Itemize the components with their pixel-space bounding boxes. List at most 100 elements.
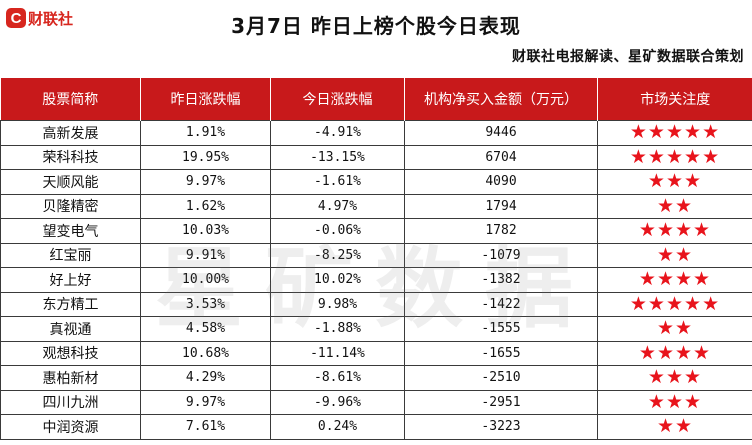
table-row: 高新发展 1.91% -4.91% 9446 ★★★★★ — [0, 120, 752, 146]
prev-change-cell: 4.58% — [140, 316, 271, 342]
table-header-row: 股票简称 昨日涨跌幅 今日涨跌幅 机构净买入金额（万元） 市场关注度 — [0, 78, 752, 121]
table-row: 望变电气 10.03% -0.06% 1782 ★★★★ — [0, 218, 752, 244]
stock-name-cell: 中润资源 — [0, 414, 141, 440]
star-icon: ★ — [665, 170, 685, 193]
star-icon: ★ — [638, 219, 657, 242]
star-icon: ★ — [629, 292, 648, 315]
attention-stars: ★★★ — [597, 169, 752, 195]
stock-name-cell: 东方精工 — [0, 291, 141, 317]
star-icon: ★ — [675, 341, 694, 364]
prev-change-cell: 19.95% — [140, 144, 271, 170]
net-buy-cell: 9446 — [404, 120, 598, 146]
attention-stars: ★★ — [597, 193, 752, 219]
table-row: 好上好 10.00% 10.02% -1382 ★★★★ — [0, 267, 752, 293]
today-change-cell: -8.25% — [270, 242, 405, 268]
page-subtitle: 财联社电报解读、星矿数据联合策划 — [512, 49, 744, 65]
attention-stars: ★★ — [597, 316, 752, 342]
attention-stars: ★★★★ — [597, 340, 752, 366]
logo-c-icon: C — [6, 8, 26, 28]
star-icon: ★ — [656, 415, 675, 438]
stock-name-cell: 观想科技 — [0, 340, 141, 366]
attention-stars: ★★ — [597, 414, 752, 440]
prev-change-cell: 9.91% — [140, 242, 271, 268]
page-title: 3月7日 昨日上榜个股今日表现 — [231, 14, 521, 38]
cls-logo: C 财联社 — [6, 7, 73, 29]
star-icon: ★ — [656, 341, 675, 364]
prev-change-cell: 10.03% — [140, 218, 271, 244]
header-net-buy: 机构净买入金额（万元） — [404, 78, 598, 121]
today-change-cell: -9.96% — [270, 389, 405, 415]
star-icon: ★ — [684, 145, 703, 168]
today-change-cell: -4.91% — [270, 120, 405, 146]
star-icon: ★ — [656, 268, 675, 291]
star-icon: ★ — [684, 366, 703, 389]
prev-change-cell: 1.62% — [140, 193, 271, 219]
net-buy-cell: -2510 — [404, 365, 598, 391]
stock-table: 股票简称 昨日涨跌幅 今日涨跌幅 机构净买入金额（万元） 市场关注度 高新发展 1… — [0, 78, 752, 440]
prev-change-cell: 3.53% — [140, 291, 271, 317]
net-buy-cell: -3223 — [404, 414, 598, 440]
header-attention: 市场关注度 — [597, 78, 752, 121]
attention-stars: ★★ — [597, 242, 752, 268]
star-icon: ★ — [675, 194, 694, 217]
net-buy-cell: 1782 — [404, 218, 598, 244]
star-icon: ★ — [638, 268, 657, 291]
star-icon: ★ — [665, 292, 685, 315]
star-icon: ★ — [693, 219, 712, 242]
header: C 财联社 3月7日 昨日上榜个股今日表现 财联社电报解读、星矿数据联合策划 — [0, 0, 752, 78]
attention-stars: ★★★★★ — [597, 120, 752, 146]
prev-change-cell: 9.97% — [140, 389, 271, 415]
star-icon: ★ — [647, 170, 666, 193]
today-change-cell: 10.02% — [270, 267, 405, 293]
table-row: 东方精工 3.53% 9.98% -1422 ★★★★★ — [0, 291, 752, 317]
today-change-cell: 9.98% — [270, 291, 405, 317]
today-change-cell: 4.97% — [270, 193, 405, 219]
star-icon: ★ — [647, 366, 666, 389]
net-buy-cell: 6704 — [404, 144, 598, 170]
star-icon: ★ — [693, 268, 712, 291]
today-change-cell: 0.24% — [270, 414, 405, 440]
prev-change-cell: 1.91% — [140, 120, 271, 146]
attention-stars: ★★★ — [597, 365, 752, 391]
star-icon: ★ — [629, 121, 648, 144]
table-row: 天顺风能 9.97% -1.61% 4090 ★★★ — [0, 169, 752, 195]
prev-change-cell: 10.68% — [140, 340, 271, 366]
net-buy-cell: -2951 — [404, 389, 598, 415]
stock-name-cell: 好上好 — [0, 267, 141, 293]
prev-change-cell: 4.29% — [140, 365, 271, 391]
attention-stars: ★★★★★ — [597, 144, 752, 170]
star-icon: ★ — [656, 243, 675, 266]
header-today-change: 今日涨跌幅 — [270, 78, 405, 121]
stock-name-cell: 红宝丽 — [0, 242, 141, 268]
attention-stars: ★★★ — [597, 389, 752, 415]
stock-name-cell: 荣科科技 — [0, 144, 141, 170]
stock-name-cell: 天顺风能 — [0, 169, 141, 195]
star-icon: ★ — [675, 415, 694, 438]
star-icon: ★ — [629, 145, 648, 168]
header-prev-change: 昨日涨跌幅 — [140, 78, 271, 121]
today-change-cell: -13.15% — [270, 144, 405, 170]
star-icon: ★ — [684, 390, 703, 413]
table-row: 四川九洲 9.97% -9.96% -2951 ★★★ — [0, 389, 752, 415]
star-icon: ★ — [656, 219, 675, 242]
table-row: 中润资源 7.61% 0.24% -3223 ★★ — [0, 414, 752, 440]
attention-stars: ★★★★ — [597, 267, 752, 293]
star-icon: ★ — [675, 243, 694, 266]
today-change-cell: -11.14% — [270, 340, 405, 366]
star-icon: ★ — [675, 219, 694, 242]
star-icon: ★ — [702, 121, 721, 144]
star-icon: ★ — [665, 145, 685, 168]
table-row: 红宝丽 9.91% -8.25% -1079 ★★ — [0, 242, 752, 268]
star-icon: ★ — [684, 292, 703, 315]
net-buy-cell: 1794 — [404, 193, 598, 219]
header-stock-name: 股票简称 — [0, 78, 141, 121]
star-icon: ★ — [684, 170, 703, 193]
table-row: 惠柏新材 4.29% -8.61% -2510 ★★★ — [0, 365, 752, 391]
table-row: 真视通 4.58% -1.88% -1555 ★★ — [0, 316, 752, 342]
table-row: 荣科科技 19.95% -13.15% 6704 ★★★★★ — [0, 144, 752, 170]
star-icon: ★ — [665, 390, 685, 413]
star-icon: ★ — [675, 268, 694, 291]
table-row: 观想科技 10.68% -11.14% -1655 ★★★★ — [0, 340, 752, 366]
star-icon: ★ — [702, 292, 721, 315]
star-icon: ★ — [684, 121, 703, 144]
